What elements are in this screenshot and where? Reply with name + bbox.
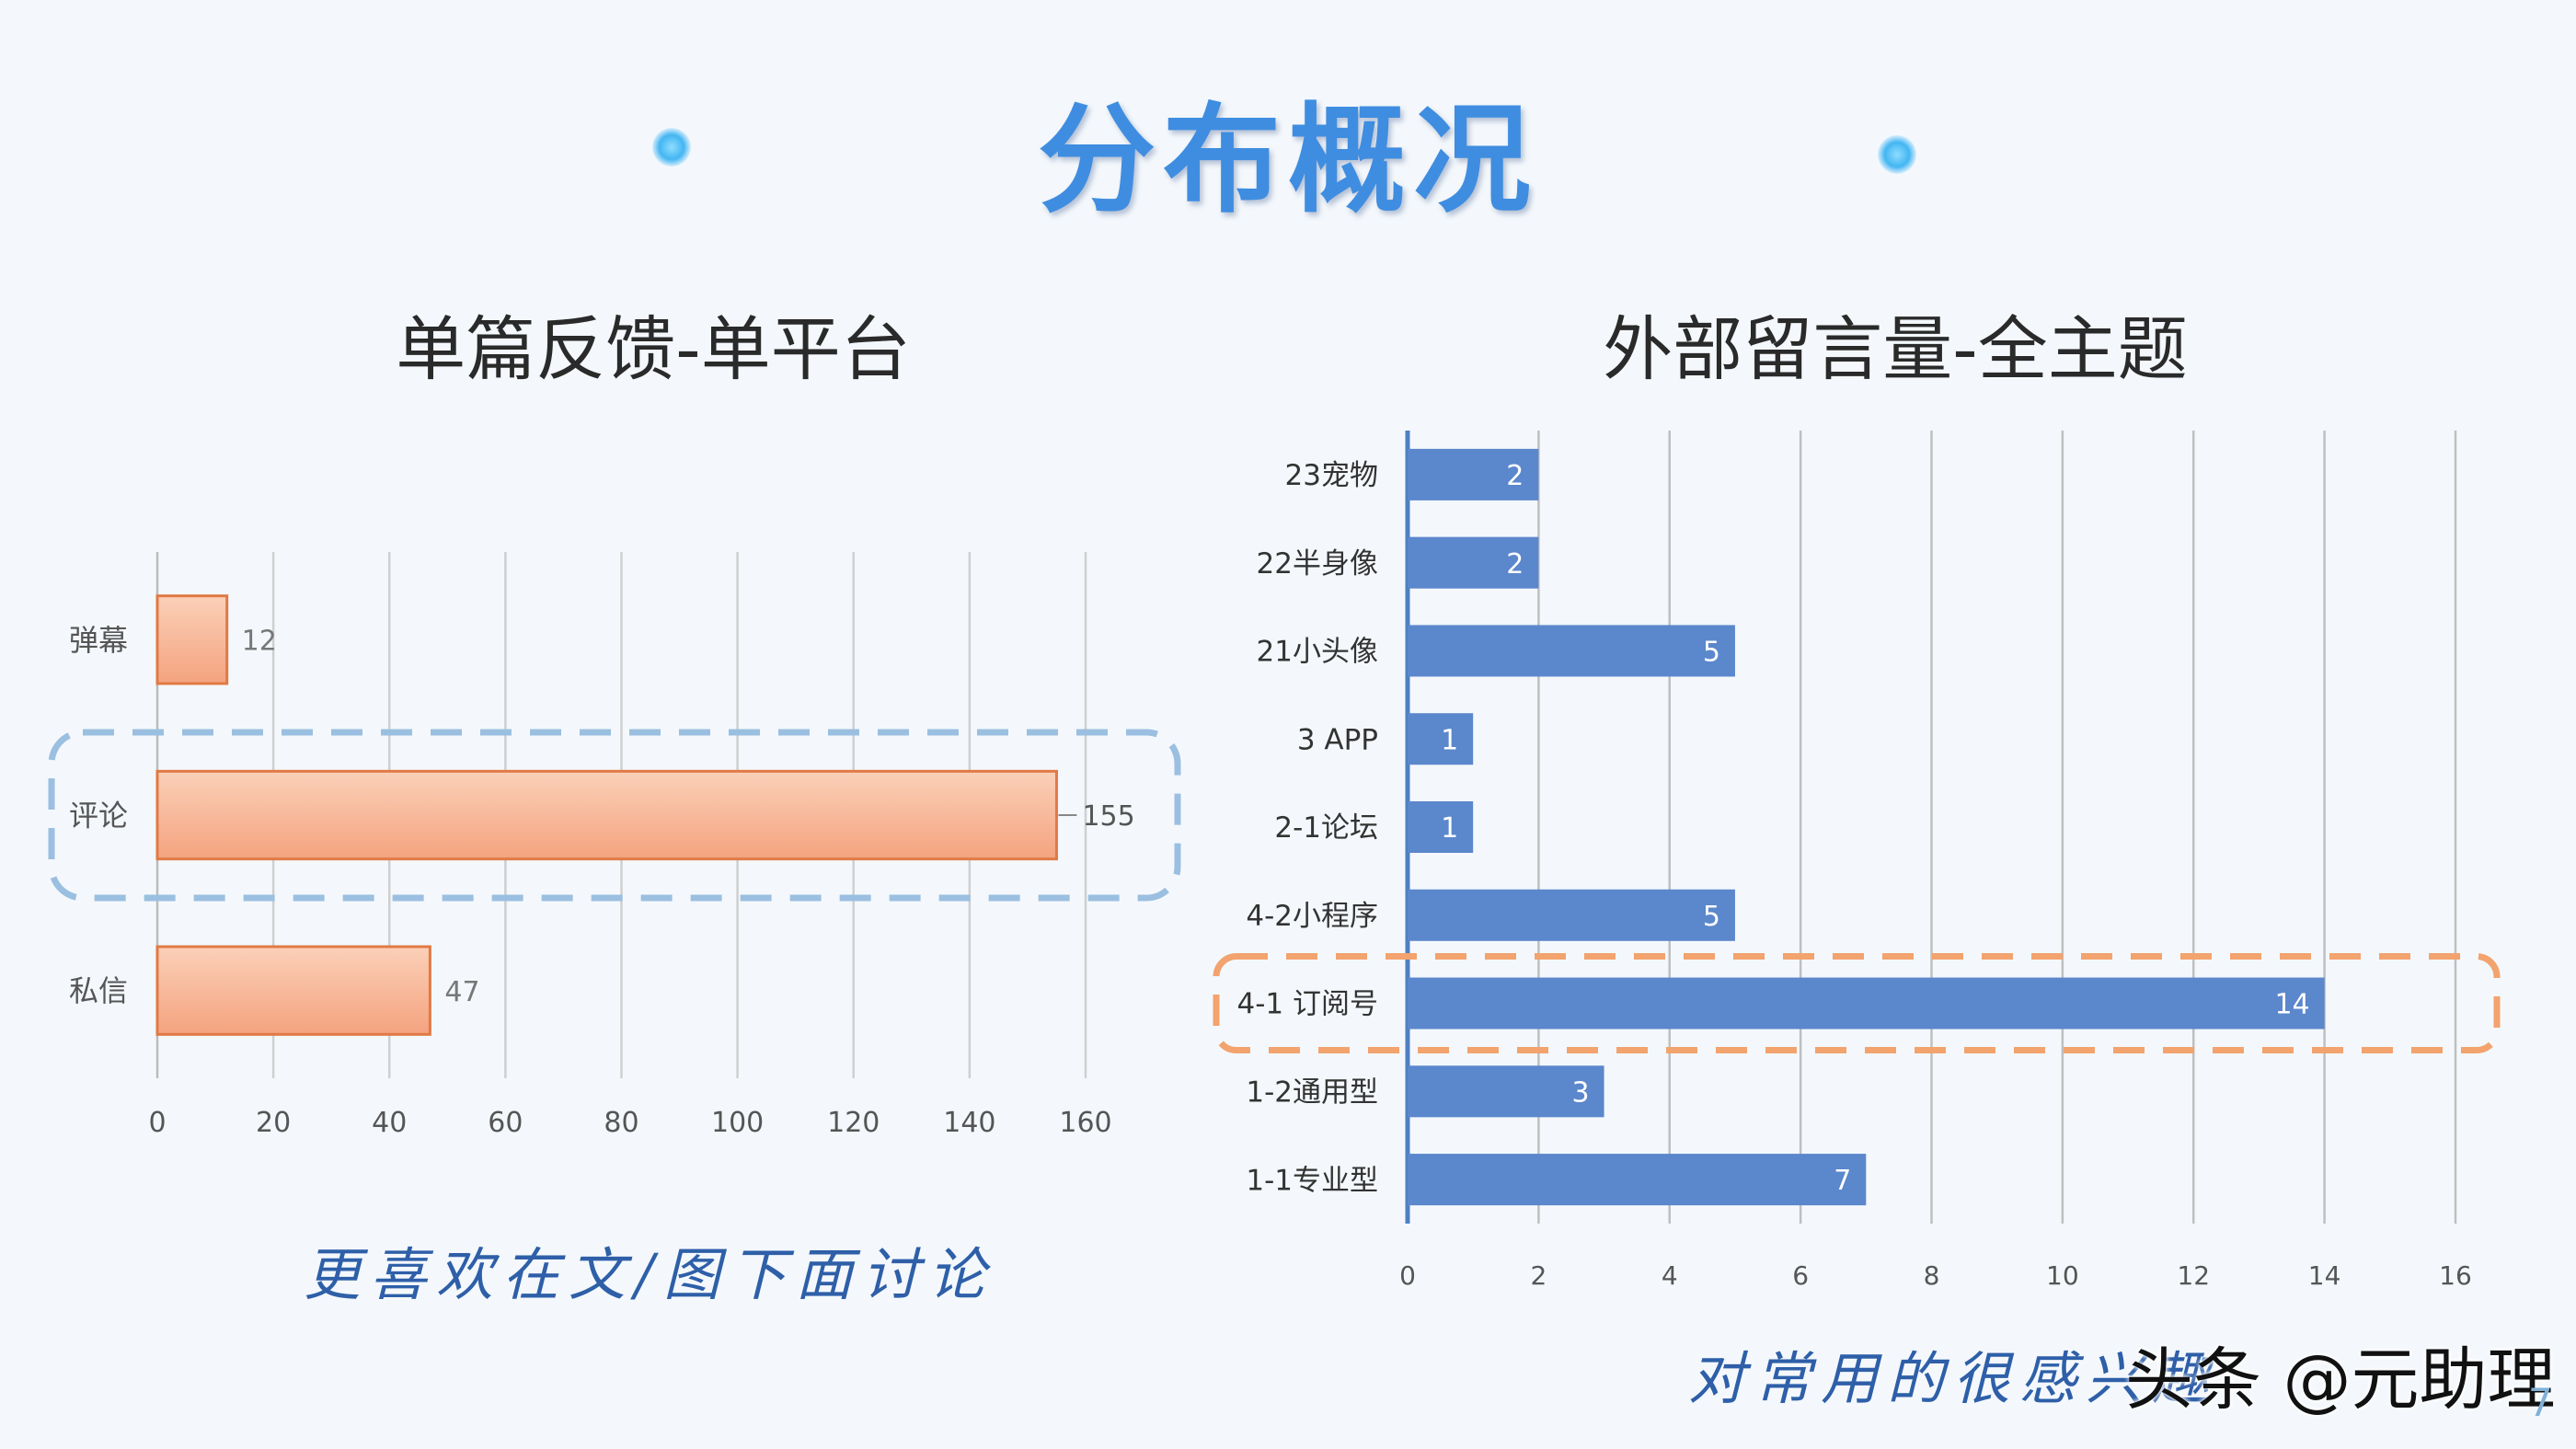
x-tick-label: 0: [148, 1107, 166, 1139]
data-label: 1: [1441, 812, 1458, 845]
x-tick-label: 8: [1924, 1260, 1940, 1291]
data-label: 47: [444, 976, 479, 1008]
bar: [1408, 800, 1474, 854]
data-label: 5: [1703, 901, 1720, 933]
data-label: 14: [2274, 989, 2309, 1021]
bar: [1408, 713, 1474, 765]
x-tick-label: 4: [1662, 1260, 1678, 1291]
x-tick-label: 80: [604, 1107, 638, 1139]
data-label: 1: [1441, 724, 1458, 756]
right-chart-title: 外部留言量-全主题: [1603, 308, 2188, 390]
category-label: 评论: [69, 799, 128, 834]
data-label: 12: [242, 625, 277, 657]
x-tick-label: 16: [2439, 1260, 2472, 1291]
category-label: 1-2通用型: [1246, 1075, 1378, 1109]
bar: [1408, 536, 1539, 589]
x-tick-label: 14: [2308, 1260, 2341, 1291]
x-tick-label: 2: [1530, 1260, 1547, 1291]
highlight-box: [1213, 953, 2501, 1054]
x-tick-label: 6: [1792, 1260, 1809, 1291]
bar: [155, 769, 1058, 861]
data-label: 5: [1703, 637, 1720, 669]
x-tick-label: 140: [943, 1107, 995, 1139]
data-label: 2: [1506, 548, 1524, 581]
bar: [155, 945, 431, 1036]
data-label: 3: [1571, 1076, 1589, 1109]
category-label: 23宠物: [1285, 459, 1378, 492]
category-label: 私信: [69, 973, 128, 1008]
x-tick-label: 100: [711, 1107, 764, 1139]
category-label: 3 APP: [1297, 723, 1378, 756]
highlight-box: [48, 729, 1181, 902]
x-tick-label: 0: [1399, 1260, 1416, 1291]
data-label: 7: [1834, 1165, 1851, 1197]
x-tick-label: 40: [372, 1107, 407, 1139]
x-tick-label: 12: [2177, 1260, 2210, 1291]
left-chart-caption: 更喜欢在文/图下面讨论: [304, 1241, 995, 1308]
x-tick-label: 20: [256, 1107, 291, 1139]
watermark: 头条 @元助理: [2125, 1340, 2556, 1420]
left-decor-dot: [652, 128, 691, 167]
bar: [1408, 448, 1539, 500]
x-tick-label: 120: [827, 1107, 880, 1139]
left-chart-title: 单篇反馈-单平台: [396, 308, 911, 390]
category-label: 弹幕: [69, 623, 128, 658]
page-number: 7: [2528, 1380, 2553, 1425]
bar: [1408, 625, 1735, 677]
bar: [1408, 977, 2325, 1029]
right-chart-caption: 对常用的很感兴趣: [1688, 1345, 2219, 1412]
category-label: 2-1论坛: [1274, 811, 1378, 845]
bar: [155, 594, 229, 685]
data-label: 2: [1506, 460, 1524, 492]
category-label: 22半身像: [1257, 547, 1378, 581]
x-tick-label: 60: [488, 1107, 523, 1139]
bar: [1408, 889, 1735, 941]
category-label: 21小头像: [1257, 636, 1378, 669]
x-tick-label: 10: [2046, 1260, 2079, 1291]
x-tick-label: 160: [1059, 1107, 1111, 1139]
category-label: 4-1 订阅号: [1237, 988, 1379, 1021]
page-title: 分布概况: [1037, 92, 1538, 229]
right-decor-dot: [1878, 135, 1916, 174]
data-label: 155: [1082, 800, 1134, 833]
bar: [1408, 1065, 1604, 1118]
category-label: 4-2小程序: [1246, 900, 1378, 933]
category-label: 1-1专业型: [1246, 1164, 1378, 1197]
bar: [1408, 1154, 1867, 1206]
